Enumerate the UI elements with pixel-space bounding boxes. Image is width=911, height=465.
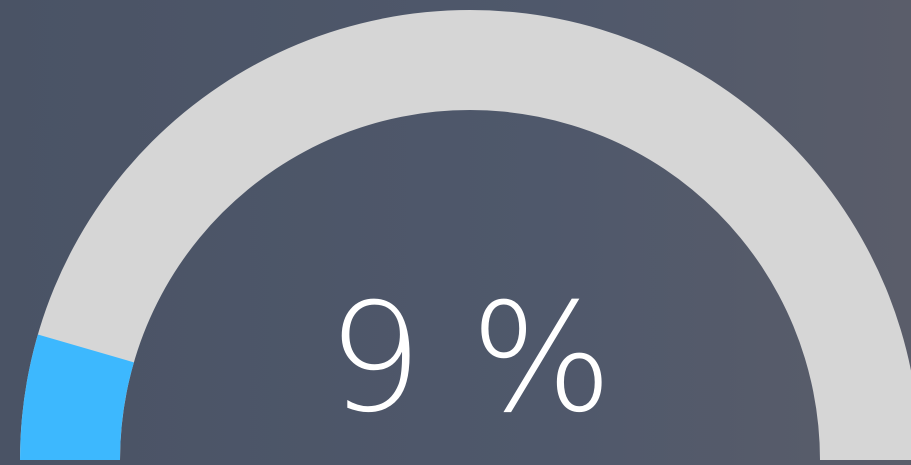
gauge-value-label: 9 % (327, 272, 613, 446)
page: {"chart_data": {"type": "gauge", "values… (0, 0, 911, 465)
gauge-chart: 9 % (0, 0, 911, 465)
